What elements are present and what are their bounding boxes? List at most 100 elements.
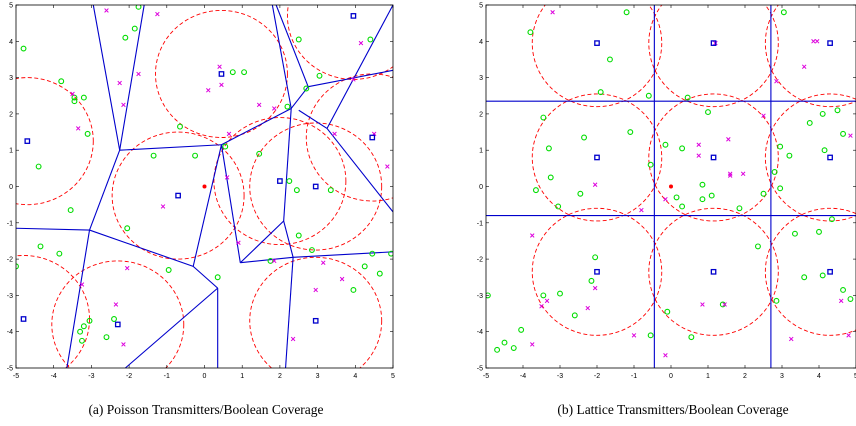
active-receiver-point — [664, 308, 671, 315]
active-receiver-point — [828, 216, 835, 223]
active-receiver-point — [37, 243, 44, 250]
inactive-receiver-point — [529, 342, 535, 347]
transmitter-point — [369, 134, 376, 141]
y-tick-label: -5 — [477, 366, 483, 373]
x-tick-label: 4 — [353, 373, 357, 380]
inactive-receiver-point — [696, 142, 702, 148]
inactive-receiver-point — [332, 131, 337, 137]
voronoi-edge — [283, 108, 292, 222]
active-receiver-point — [699, 196, 706, 203]
active-receiver-point — [540, 292, 547, 299]
active-receiver-point — [679, 145, 686, 152]
inactive-receiver-point — [271, 106, 277, 111]
voronoi-edge — [290, 86, 309, 109]
inactive-receiver-point — [592, 182, 598, 187]
x-tick-label: -2 — [594, 373, 600, 380]
y-tick-label: 0 — [479, 184, 483, 191]
active-receiver-point — [705, 109, 711, 116]
x-tick-label: 3 — [316, 373, 320, 380]
x-tick-label: 0 — [669, 373, 673, 380]
y-tick-label: -5 — [7, 366, 13, 373]
inactive-receiver-point — [550, 10, 555, 15]
coverage-circle — [16, 77, 94, 206]
active-receiver-point — [20, 45, 27, 52]
transmitter-point — [594, 154, 600, 161]
active-receiver-point — [192, 152, 199, 159]
active-receiver-point — [295, 232, 302, 239]
active-receiver-point — [56, 250, 63, 257]
active-receiver-point — [840, 287, 846, 293]
y-tick-label: -4 — [7, 329, 13, 336]
x-tick-label: 1 — [240, 373, 244, 380]
inactive-receiver-point — [585, 305, 591, 311]
voronoi-edge — [66, 229, 91, 368]
active-receiver-point — [821, 147, 828, 154]
y-tick-label: 3 — [9, 75, 13, 82]
active-receiver-point — [122, 34, 129, 41]
inactive-receiver-point — [70, 91, 75, 97]
voronoi-edge — [240, 256, 294, 264]
active-receiver-point — [577, 190, 584, 197]
active-receiver-point — [777, 143, 784, 150]
origin-point — [669, 184, 673, 189]
active-receiver-point — [367, 36, 374, 43]
active-receiver-point — [124, 225, 131, 232]
origin-point — [202, 184, 207, 189]
transmitter-point — [827, 154, 833, 161]
coverage-circle — [764, 93, 856, 222]
active-receiver-point — [214, 274, 221, 281]
active-receiver-point — [647, 161, 654, 168]
inactive-receiver-point — [121, 102, 126, 108]
inactive-receiver-point — [592, 285, 598, 291]
active-receiver-point — [540, 114, 547, 121]
x-tick-label: -2 — [126, 373, 132, 380]
active-receiver-point — [84, 130, 91, 137]
inactive-receiver-point — [722, 302, 727, 307]
inactive-receiver-point — [117, 80, 122, 86]
caption-a: (a) Poisson Transmitters/Boolean Coverag… — [88, 402, 323, 417]
transmitter-point — [594, 268, 600, 275]
active-receiver-point — [388, 250, 393, 257]
active-receiver-point — [58, 78, 65, 85]
active-receiver-point — [361, 263, 368, 270]
active-receiver-point — [494, 346, 501, 353]
active-receiver-point — [588, 277, 595, 284]
active-receiver-point — [627, 129, 634, 136]
active-receiver-point — [71, 98, 78, 105]
coverage-circle — [249, 122, 383, 251]
active-receiver-point — [303, 85, 310, 92]
active-receiver-point — [376, 270, 383, 277]
panel-poisson: -5 -4 -3 -2 -1 0 1 2 3 4 5 -5 -4 -3 -2 -1 0 1 2 3 4 5 — [7, 3, 395, 381]
active-receiver-point — [131, 25, 138, 32]
active-receiver-point — [369, 250, 376, 257]
voronoi-edge — [283, 220, 294, 258]
active-receiver-point — [623, 9, 630, 16]
active-receiver-point — [165, 267, 172, 273]
inactive-receiver-point — [529, 233, 535, 238]
transmitter-point — [218, 71, 225, 77]
caption-b: (b) Lattice Transmitters/Boolean Coverag… — [557, 402, 788, 417]
active-receiver-point — [284, 103, 291, 110]
active-receiver-point — [736, 205, 743, 212]
coverage-circle — [531, 93, 663, 222]
active-receiver-point — [673, 194, 680, 201]
y-tick-label: 1 — [479, 148, 483, 155]
inactive-receiver-point — [217, 64, 222, 69]
active-receiver-point — [229, 69, 236, 76]
active-receiver-point — [547, 174, 554, 181]
inactive-receiver-point — [136, 71, 141, 77]
coverage-circle — [648, 207, 779, 336]
inactive-receiver-point — [219, 82, 224, 88]
active-receiver-point — [555, 203, 562, 210]
y-tick-label: 4 — [9, 39, 13, 46]
active-receiver-point — [103, 334, 110, 341]
y-tick-label: 2 — [479, 111, 483, 118]
active-receiver-point — [816, 228, 822, 235]
coverage-circle — [287, 5, 393, 80]
inactive-receiver-point — [700, 302, 705, 307]
coverage-circle — [249, 256, 383, 368]
active-receiver-point — [557, 290, 563, 297]
coverage-circle — [16, 255, 90, 368]
active-receiver-point — [771, 169, 778, 175]
inactive-receiver-point — [351, 77, 356, 82]
